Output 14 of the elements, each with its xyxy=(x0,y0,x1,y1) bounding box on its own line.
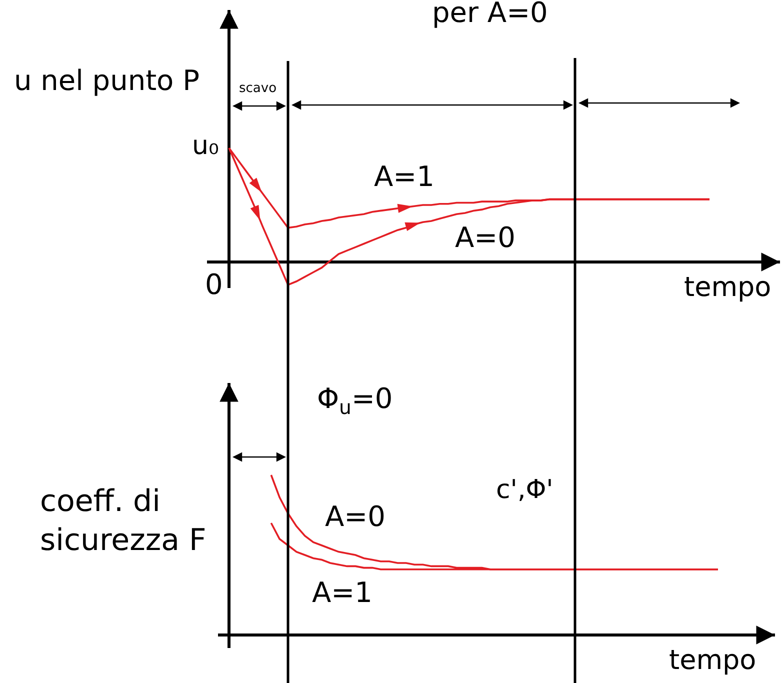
series-label: A=0 xyxy=(325,500,386,533)
series-label: A=1 xyxy=(312,576,372,609)
text: scavo xyxy=(239,81,277,96)
y-axis-title: u nel punto P xyxy=(14,64,200,97)
text: Φ$_{u}$=0 xyxy=(317,382,393,419)
text: u₀ xyxy=(192,131,219,161)
text: 0 xyxy=(205,268,223,301)
series-label: A=1 xyxy=(374,160,434,193)
legend-label: A=0 xyxy=(455,221,516,254)
annotation: c',Φ' xyxy=(496,475,554,505)
x-axis-title: tempo xyxy=(669,645,756,676)
x-axis-title: tempo xyxy=(684,272,772,303)
y-axis-title: coeff. di sicurezza F xyxy=(40,484,206,558)
text: per A=0 xyxy=(432,0,548,29)
